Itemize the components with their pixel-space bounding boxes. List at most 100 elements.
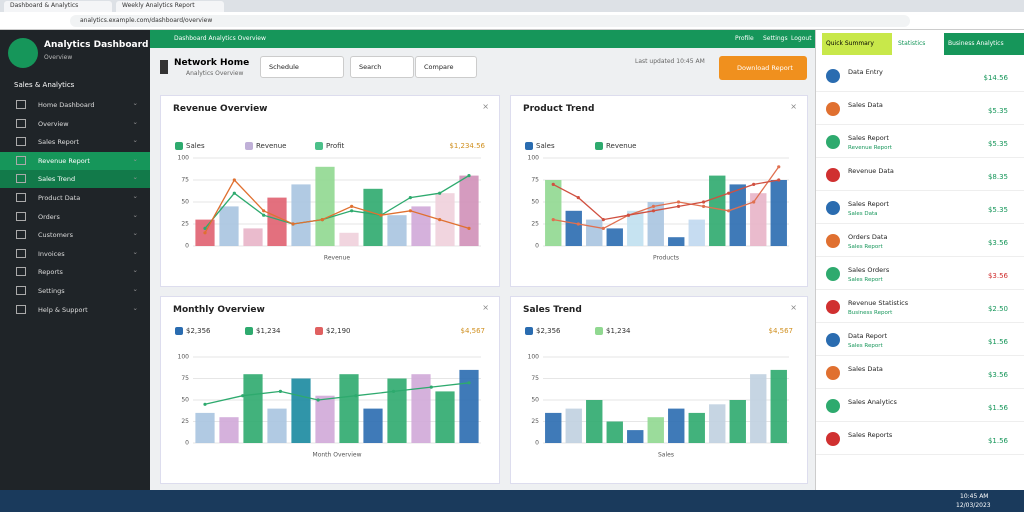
line-point [752, 200, 756, 204]
chart: $2,356 $1,234 $4,567 0 25 50 75 100 Sales [525, 327, 794, 459]
y-tick-label: 50 [531, 199, 539, 206]
chevron: ⌄ [132, 192, 138, 200]
bar [291, 378, 311, 443]
top-link[interactable]: Settings [763, 35, 788, 42]
close-icon[interactable]: × [790, 102, 797, 111]
summary-item: Sales Report Revenue Report $5.35 [816, 128, 1024, 158]
sidebar-item[interactable]: Help & Support ⌄ [0, 301, 150, 319]
top-link[interactable]: Profile [735, 35, 754, 42]
panel-title: Sales Trend [523, 305, 582, 315]
close-icon[interactable]: × [482, 102, 489, 111]
browser-tab[interactable]: Dashboard & Analytics [4, 1, 112, 12]
summary-item: Sales Data $3.56 [816, 359, 1024, 389]
item-value: $8.35 [987, 173, 1008, 181]
y-tick-label: 100 [178, 354, 190, 361]
bar [339, 232, 359, 246]
line-point [551, 218, 555, 222]
item-icon [16, 286, 26, 295]
summary-tab[interactable]: Quick Summary [822, 33, 892, 55]
header-button[interactable]: Compare [415, 56, 477, 78]
item-icon [16, 155, 26, 165]
line-point [408, 196, 412, 200]
download-button[interactable]: Download Report [719, 56, 807, 80]
y-tick-label: 25 [181, 418, 189, 425]
header-button[interactable]: Search [350, 56, 414, 78]
item-name: Sales Report [848, 134, 889, 142]
legend-swatch [595, 327, 603, 335]
top-link[interactable]: Logout [791, 35, 812, 42]
summary-tab[interactable]: Statistics [898, 40, 926, 47]
item-name: Revenue Data [848, 167, 894, 175]
sidebar-item[interactable]: Home Dashboard ⌄ [0, 96, 150, 114]
bar [606, 421, 623, 443]
item-icon [826, 399, 840, 413]
sidebar-item[interactable]: Reports ⌄ [0, 263, 150, 281]
line-point [438, 218, 442, 222]
chevron: ⌄ [132, 117, 138, 126]
sidebar-item[interactable]: Orders ⌄ [0, 208, 150, 226]
sidebar-item[interactable]: Settings ⌄ [0, 282, 150, 300]
line-point [232, 191, 236, 195]
legend-label: $2,190 [326, 327, 351, 335]
legend-swatch [245, 142, 253, 150]
chevron: ⌄ [132, 247, 138, 256]
y-tick-label: 25 [181, 221, 189, 228]
item-value: $3.56 [987, 272, 1008, 280]
item-name: Sales Orders [848, 266, 890, 274]
panel-stat: $4,567 [769, 327, 794, 335]
line-point [676, 204, 681, 208]
line-point [467, 381, 471, 385]
close-icon[interactable]: × [790, 303, 797, 312]
line-point [601, 218, 605, 222]
line-point [350, 204, 354, 208]
item-value: $5.35 [987, 206, 1008, 214]
item-icon [826, 267, 840, 281]
item-icon [826, 432, 840, 446]
legend-label: $1,234 [606, 327, 631, 335]
bar [411, 374, 431, 443]
bar [267, 408, 287, 443]
bar [411, 206, 431, 246]
line-point [467, 174, 471, 178]
bar [219, 206, 239, 246]
line-point [727, 209, 731, 213]
close-icon[interactable]: × [482, 303, 489, 312]
line-point [429, 385, 433, 389]
summary-item: Revenue Data $8.35 [816, 161, 1024, 191]
sidebar-item[interactable]: Customers ⌄ [0, 226, 150, 244]
summary-item: Orders Data Sales Report $3.56 [816, 227, 1024, 257]
item-value: $1.56 [987, 437, 1008, 445]
chevron: ⌄ [132, 154, 138, 163]
x-axis-label: Sales [658, 452, 674, 459]
clock-date: 12/03/2023 [956, 502, 991, 509]
header: Network Home Analytics Overview Last upd… [150, 48, 815, 90]
legend-label: $2,356 [186, 327, 211, 335]
browser-tab[interactable]: Weekly Analytics Report [116, 1, 224, 12]
sidebar-item[interactable]: Invoices ⌄ [0, 245, 150, 263]
item-icon [826, 102, 840, 116]
item-icon [16, 100, 26, 109]
line-point [576, 222, 580, 226]
item-icon [16, 193, 26, 202]
line-point [350, 209, 354, 213]
right-panel: Quick Summary Statistics Business Analytic… [815, 30, 1024, 490]
url-field[interactable]: analytics.example.com/dashboard/overview [70, 15, 910, 27]
sidebar-item[interactable]: Product Data ⌄ [0, 189, 150, 207]
item-label: Help & Support [38, 305, 88, 314]
line-point [391, 389, 396, 393]
summary-tab[interactable]: Business Analytics [944, 33, 1024, 55]
y-tick-label: 50 [181, 199, 189, 206]
bar [243, 228, 263, 246]
sidebar-item[interactable]: Sales Trend ⌄ [0, 170, 150, 189]
chart: Sales Revenue Profit $1,234.56 0 25 50 75 100 Rev… [175, 142, 486, 262]
sidebar-item[interactable]: Sales Report ⌄ [0, 133, 150, 151]
panel-title: Monthly Overview [173, 305, 265, 315]
sidebar-item[interactable]: Revenue Report ⌄ [0, 151, 150, 170]
line-point [467, 226, 471, 230]
bar [709, 175, 726, 246]
header-button[interactable]: Schedule [260, 56, 344, 78]
line-point [651, 209, 656, 213]
chevron: ⌄ [132, 285, 138, 293]
chart-panel: Sales Trend × $2,356 $1,234 $4,567 0 25 50 75 100… [510, 296, 808, 484]
sidebar-item[interactable]: Overview ⌄ [0, 115, 150, 133]
